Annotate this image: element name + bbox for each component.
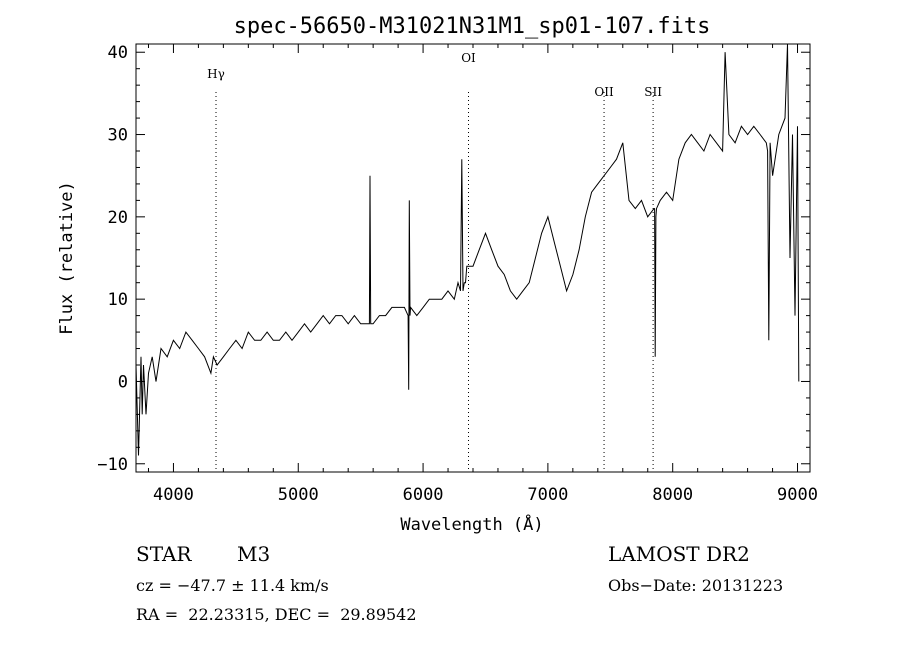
coordinates: RA = 22.23315, DEC = 29.89542 [136, 605, 417, 624]
y-tick-label: 0 [118, 372, 128, 392]
y-tick-label: 20 [108, 208, 128, 228]
survey-name: LAMOST DR2 [608, 542, 750, 566]
x-tick-label: 4000 [153, 485, 194, 505]
y-tick-label: 40 [108, 43, 128, 63]
object-class: STAR [136, 542, 192, 566]
spectral-line-label: OII [594, 85, 614, 99]
spectrum-series [135, 43, 800, 456]
spectral-line-label: SII [644, 85, 662, 99]
object-subclass: M3 [237, 542, 271, 566]
x-tick-label: 7000 [527, 485, 568, 505]
y-tick-label: 30 [108, 126, 128, 146]
x-tick-label: 5000 [278, 485, 319, 505]
observation-date: Obs−Date: 20131223 [608, 576, 784, 595]
x-tick-label: 9000 [777, 485, 818, 505]
x-tick-label: 8000 [652, 485, 693, 505]
spectrum-line [135, 43, 800, 456]
y-tick-label: 10 [108, 290, 128, 310]
x-axis-label: Wavelength (Å) [400, 513, 543, 535]
spectral-line-label: Hγ [207, 67, 225, 81]
spectral-line-markers: Hγ OI OII SII [207, 51, 662, 472]
x-tick-label: 6000 [403, 485, 444, 505]
y-axis-label: Flux (relative) [57, 181, 77, 335]
redshift-velocity: cz = −47.7 ± 11.4 km/s [136, 576, 329, 595]
spectral-line-label: OI [461, 51, 476, 65]
y-tick-label: −10 [97, 455, 128, 475]
axis-ticks: 4000 5000 6000 7000 8000 9000 −10 0 10 20 30 40 [97, 43, 818, 505]
chart-title: spec-56650-M31021N31M1_sp01-107.fits [234, 14, 711, 39]
plot-frame [135, 43, 811, 473]
